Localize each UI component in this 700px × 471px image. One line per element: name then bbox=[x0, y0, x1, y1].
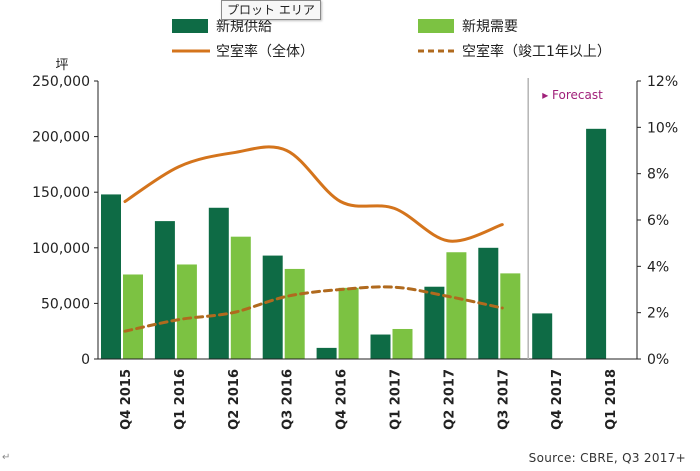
bar-supply bbox=[478, 247, 499, 359]
source-text: Source: CBRE, Q3 2017 bbox=[528, 451, 676, 465]
x-tick-label: Q1 2016 bbox=[173, 369, 188, 430]
bar-supply bbox=[532, 313, 553, 359]
bar-demand bbox=[176, 264, 197, 359]
bar-supply bbox=[101, 194, 121, 359]
legend-label: 新規供給 bbox=[216, 19, 272, 35]
y-right-tick-label: 0% bbox=[647, 352, 669, 368]
legend-label: 空室率（竣工1年以上） bbox=[462, 43, 611, 60]
forecast-annotation: ▸ Forecast bbox=[542, 88, 603, 102]
x-tick-label: Q2 2017 bbox=[442, 369, 457, 430]
x-tick-label: Q1 2018 bbox=[604, 369, 619, 430]
legend-label: 新規需要 bbox=[462, 19, 518, 35]
line-vacancy-new bbox=[123, 285, 504, 333]
bar-supply bbox=[316, 347, 337, 359]
bar-demand bbox=[230, 236, 251, 359]
bar-supply bbox=[586, 128, 607, 359]
y-left-tick-label: 250,000 bbox=[32, 74, 90, 90]
trailing-mark: + bbox=[675, 451, 686, 465]
x-tick-label: Q3 2017 bbox=[496, 369, 511, 430]
lines bbox=[123, 145, 504, 333]
y-right-tick-label: 8% bbox=[647, 167, 669, 183]
y-left-unit-label: 坪 bbox=[55, 58, 68, 73]
tooltip-plot-area: プロット エリア bbox=[221, 0, 321, 20]
bar-supply bbox=[262, 255, 283, 359]
x-axis: Q4 2015 Q1 2016 Q2 2016 Q3 2016 Q4 2016 Q1 20… bbox=[119, 369, 619, 430]
x-tick-label: Q2 2016 bbox=[227, 369, 242, 430]
y-left-tick-label: 100,000 bbox=[32, 241, 90, 257]
y-right-tick-label: 2% bbox=[647, 306, 669, 322]
bar-demand bbox=[500, 273, 521, 359]
y-right-tick-label: 6% bbox=[647, 213, 669, 229]
bar-supply bbox=[424, 286, 445, 359]
bar-demand bbox=[392, 328, 413, 359]
y-left-tick-label: 200,000 bbox=[32, 130, 90, 146]
x-tick-label: Q4 2015 bbox=[119, 369, 134, 430]
bar-supply bbox=[154, 221, 175, 359]
paragraph-mark: ↵ bbox=[2, 452, 11, 463]
y-right-tick-label: 12% bbox=[647, 74, 678, 90]
legend-swatch bbox=[172, 19, 208, 33]
legend-label: 空室率（全体） bbox=[216, 43, 314, 60]
x-tick-label: Q4 2017 bbox=[550, 369, 565, 430]
x-tick-label: Q4 2016 bbox=[335, 369, 350, 430]
bar-supply bbox=[370, 334, 391, 359]
bar-demand bbox=[123, 274, 143, 359]
bar-demand bbox=[338, 287, 359, 359]
y-right-axis: 0% 2% 4% 6% 8% 10% 12% bbox=[637, 74, 678, 368]
y-left-axis: 0 50,000 100,000 150,000 200,000 250,000 bbox=[32, 74, 98, 368]
x-tick-label: Q3 2016 bbox=[281, 369, 296, 430]
bars bbox=[101, 128, 607, 359]
x-tick-label: Q1 2017 bbox=[388, 369, 403, 430]
bar-demand bbox=[284, 268, 305, 359]
bar-supply bbox=[208, 207, 229, 359]
line-vacancy-total bbox=[123, 145, 504, 243]
y-right-tick-label: 10% bbox=[647, 120, 678, 136]
bar-demand bbox=[446, 252, 467, 359]
y-right-tick-label: 4% bbox=[647, 259, 669, 275]
legend-swatch bbox=[418, 19, 454, 33]
y-left-tick-label: 150,000 bbox=[32, 185, 90, 201]
source-note: Source: CBRE, Q3 2017+ bbox=[529, 451, 686, 465]
y-left-tick-label: 0 bbox=[81, 352, 90, 368]
y-left-tick-label: 50,000 bbox=[41, 296, 90, 312]
